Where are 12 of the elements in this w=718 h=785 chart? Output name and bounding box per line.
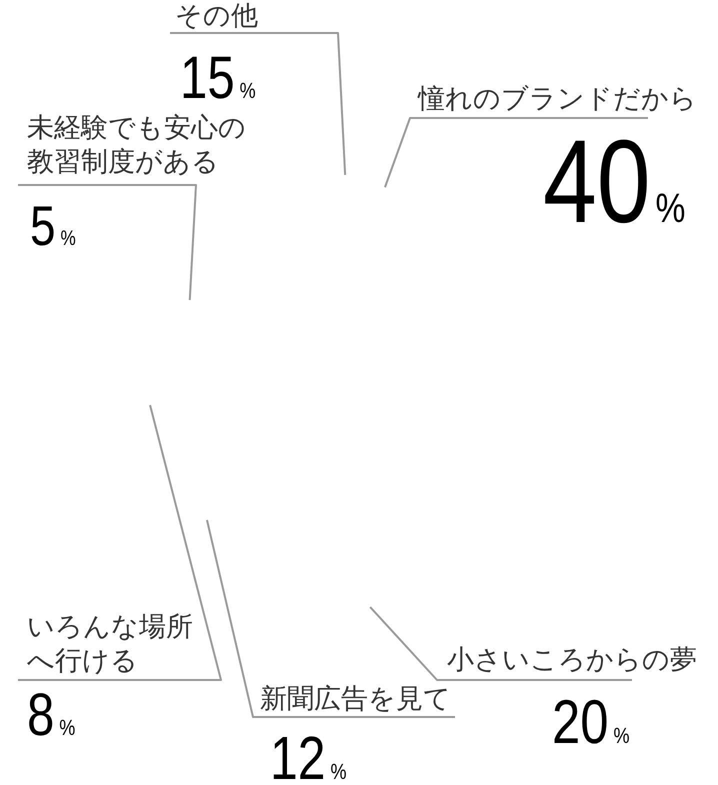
category-label: 小さいころからの夢	[447, 644, 697, 674]
data-label: 8%	[27, 680, 76, 748]
data-label: 15%	[180, 43, 256, 112]
category-label: 未経験でも安心の教習制度がある	[27, 112, 246, 176]
data-label: 12%	[270, 724, 347, 785]
category-label: 新聞広告を見て	[260, 683, 451, 714]
data-label: 20%	[552, 688, 630, 758]
category-label: 憧れのブランドだから	[417, 83, 697, 114]
category-label: その他	[175, 0, 258, 30]
data-label: 40%	[543, 114, 686, 248]
data-label: 5%	[30, 194, 76, 258]
category-label: いろんな場所へ行ける	[27, 611, 193, 676]
